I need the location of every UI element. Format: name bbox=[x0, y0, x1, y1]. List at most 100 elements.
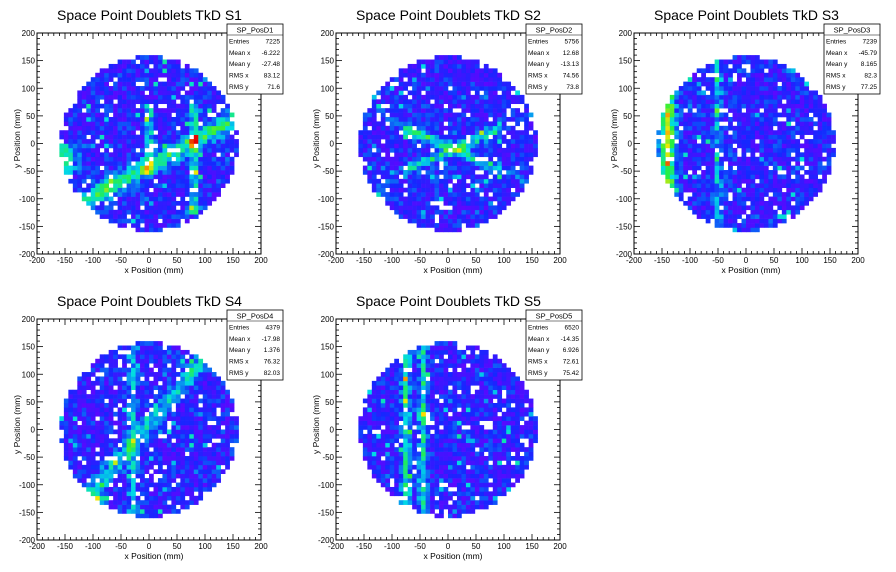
heatmap-cell bbox=[786, 192, 792, 197]
heatmap-cell bbox=[117, 90, 123, 96]
heatmap-cell bbox=[380, 147, 386, 153]
heatmap-cell bbox=[425, 130, 431, 135]
heatmap-cell bbox=[162, 420, 168, 426]
heatmap-cell bbox=[456, 156, 462, 162]
heatmap-cell bbox=[113, 178, 118, 184]
heatmap-cell bbox=[430, 174, 435, 180]
heatmap-cell bbox=[701, 187, 706, 193]
heatmap-cell bbox=[808, 99, 814, 105]
heatmap-cell bbox=[781, 214, 787, 219]
heatmap-cell bbox=[171, 196, 177, 202]
heatmap-cell bbox=[497, 134, 503, 140]
heatmap-cell bbox=[425, 103, 431, 109]
heatmap-cell bbox=[113, 152, 118, 158]
heatmap-cell bbox=[461, 192, 467, 197]
heatmap-cell bbox=[781, 130, 787, 135]
heatmap-cell bbox=[737, 81, 742, 87]
heatmap-cell bbox=[207, 108, 213, 113]
heatmap-cell bbox=[198, 486, 204, 492]
heatmap-cell bbox=[193, 72, 199, 78]
heatmap-cell bbox=[452, 103, 458, 109]
heatmap-cell bbox=[434, 55, 440, 60]
heatmap-cell bbox=[162, 90, 168, 96]
heatmap-cell bbox=[81, 196, 87, 202]
heatmap-cell bbox=[804, 170, 810, 175]
heatmap-cell bbox=[389, 90, 395, 96]
heatmap-cell bbox=[528, 156, 534, 162]
heatmap-cell bbox=[198, 116, 204, 122]
heatmap-cell bbox=[763, 214, 769, 219]
heatmap-cell bbox=[180, 200, 186, 206]
heatmap-cell bbox=[77, 170, 83, 175]
heatmap-cell bbox=[421, 200, 426, 206]
heatmap-cell bbox=[790, 99, 796, 105]
heatmap-cell bbox=[474, 152, 480, 158]
heatmap-cell bbox=[117, 121, 123, 127]
heatmap-cell bbox=[140, 139, 145, 144]
heatmap-cell bbox=[207, 482, 213, 488]
heatmap-cell bbox=[149, 389, 154, 395]
heatmap-cell bbox=[135, 367, 141, 373]
stats-label: RMS x bbox=[528, 73, 548, 80]
heatmap-cell bbox=[198, 389, 204, 395]
heatmap-cell bbox=[157, 99, 163, 105]
heatmap-cell bbox=[126, 402, 132, 408]
heatmap-cell bbox=[488, 121, 494, 127]
heatmap-cell bbox=[795, 116, 801, 122]
heatmap-cell bbox=[701, 103, 706, 109]
heatmap-cell bbox=[162, 389, 168, 395]
heatmap-cell bbox=[452, 183, 458, 188]
heatmap-cell bbox=[189, 491, 195, 497]
heatmap-cell bbox=[189, 143, 195, 149]
heatmap-cell bbox=[696, 156, 702, 162]
heatmap-cell bbox=[162, 116, 168, 122]
heatmap-cell bbox=[171, 354, 177, 360]
heatmap-cell bbox=[398, 99, 404, 105]
heatmap-cell bbox=[781, 90, 787, 96]
heatmap-cell bbox=[144, 376, 150, 382]
heatmap-cell bbox=[416, 187, 422, 193]
heatmap-cell bbox=[479, 196, 485, 202]
heatmap-cell bbox=[781, 183, 787, 188]
heatmap-cell bbox=[795, 139, 801, 144]
heatmap-cell bbox=[117, 500, 123, 505]
heatmap-cell bbox=[113, 214, 118, 219]
heatmap-cell bbox=[430, 77, 435, 82]
heatmap-cell bbox=[86, 116, 92, 122]
heatmap-cell bbox=[403, 112, 408, 118]
heatmap-cell bbox=[474, 90, 480, 96]
heatmap-cell bbox=[153, 482, 159, 488]
heatmap-cell bbox=[117, 103, 123, 109]
heatmap-cell bbox=[90, 139, 96, 144]
heatmap-cell bbox=[728, 90, 733, 96]
heatmap-cell bbox=[86, 183, 92, 188]
heatmap-cell bbox=[162, 349, 168, 355]
heatmap-cell bbox=[723, 94, 729, 100]
heatmap-cell bbox=[166, 345, 172, 351]
heatmap-cell bbox=[461, 94, 467, 100]
heatmap-cell bbox=[216, 178, 221, 184]
heatmap-cell bbox=[149, 178, 154, 184]
heatmap-cell bbox=[385, 161, 391, 166]
heatmap-cell bbox=[171, 372, 177, 377]
heatmap-cell bbox=[90, 205, 96, 211]
heatmap-cell bbox=[157, 81, 163, 87]
heatmap-cell bbox=[184, 209, 190, 215]
x-tick-label: 150 bbox=[823, 256, 837, 265]
heatmap-cell bbox=[157, 451, 163, 457]
heatmap-cell bbox=[144, 495, 150, 501]
heatmap-cell bbox=[371, 187, 377, 193]
heatmap-cell bbox=[696, 183, 702, 188]
heatmap-cell bbox=[86, 121, 92, 127]
heatmap-cell bbox=[95, 147, 101, 153]
heatmap-cell bbox=[95, 121, 101, 127]
heatmap-cell bbox=[434, 223, 440, 228]
heatmap-cell bbox=[81, 447, 87, 452]
heatmap-cell bbox=[135, 509, 141, 514]
heatmap-cell bbox=[117, 94, 123, 100]
heatmap-cell bbox=[175, 349, 181, 355]
heatmap-cell bbox=[687, 81, 693, 87]
heatmap-cell bbox=[157, 143, 163, 149]
heatmap-cell bbox=[131, 86, 136, 91]
heatmap-cell bbox=[144, 130, 150, 135]
